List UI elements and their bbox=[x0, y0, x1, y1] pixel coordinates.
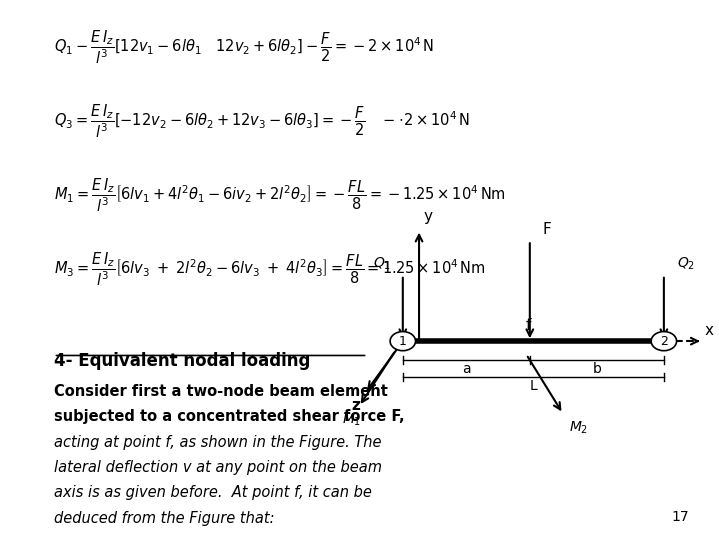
Text: 4- Equivalent nodal loading: 4- Equivalent nodal loading bbox=[53, 352, 310, 370]
Text: 2: 2 bbox=[660, 335, 668, 348]
Text: $Q_1 - \dfrac{E\,I_z}{l^3}\left[12v_1 - 6l\theta_1 \quad 12v_2 + 6l\theta_2\righ: $Q_1 - \dfrac{E\,I_z}{l^3}\left[12v_1 - … bbox=[53, 27, 434, 66]
Text: x: x bbox=[705, 323, 714, 338]
Text: $M_1 = \dfrac{E\,I_z}{l^3}\left[6lv_1 + 4l^2\theta_1 - 6iv_2 + 2l^2\theta_2\righ: $M_1 = \dfrac{E\,I_z}{l^3}\left[6lv_1 + … bbox=[53, 176, 505, 214]
Text: $M_1$: $M_1$ bbox=[342, 412, 362, 428]
Text: lateral deflection v at any point on the beam: lateral deflection v at any point on the… bbox=[53, 460, 382, 475]
Text: a: a bbox=[462, 362, 471, 376]
Text: Consider first a two-node beam element: Consider first a two-node beam element bbox=[53, 384, 388, 399]
Text: 17: 17 bbox=[671, 510, 689, 524]
Text: $Q_3 = \dfrac{E\,I_z}{l^3}\left[-12v_2 - 6l\theta_2 + 12v_3 - 6l\theta_3\right] : $Q_3 = \dfrac{E\,I_z}{l^3}\left[-12v_2 -… bbox=[53, 102, 470, 140]
Text: deduced from the Figure that:: deduced from the Figure that: bbox=[53, 511, 274, 526]
Text: y: y bbox=[424, 209, 433, 224]
Text: subjected to a concentrated shear force F,: subjected to a concentrated shear force … bbox=[53, 409, 404, 424]
Text: 1: 1 bbox=[399, 335, 407, 348]
Text: $M_2$: $M_2$ bbox=[569, 419, 588, 436]
Text: $M_3 = \dfrac{E\,I_z}{l^3}\left[6lv_3 \;+\; 2l^2\theta_2 - 6lv_3 \;+\; 4l^2\thet: $M_3 = \dfrac{E\,I_z}{l^3}\left[6lv_3 \;… bbox=[53, 251, 485, 288]
Text: f: f bbox=[526, 318, 531, 333]
Text: $Q_1$: $Q_1$ bbox=[372, 255, 390, 272]
Text: $Q_2$: $Q_2$ bbox=[677, 255, 695, 272]
Text: acting at point f, as shown in the Figure. The: acting at point f, as shown in the Figur… bbox=[53, 434, 381, 450]
Text: z: z bbox=[352, 398, 361, 413]
Text: b: b bbox=[592, 362, 601, 376]
Text: L: L bbox=[529, 379, 537, 393]
Text: F: F bbox=[543, 222, 551, 237]
Circle shape bbox=[651, 331, 677, 351]
Text: axis is as given before.  At point f, it can be: axis is as given before. At point f, it … bbox=[53, 486, 372, 501]
Circle shape bbox=[390, 331, 416, 351]
